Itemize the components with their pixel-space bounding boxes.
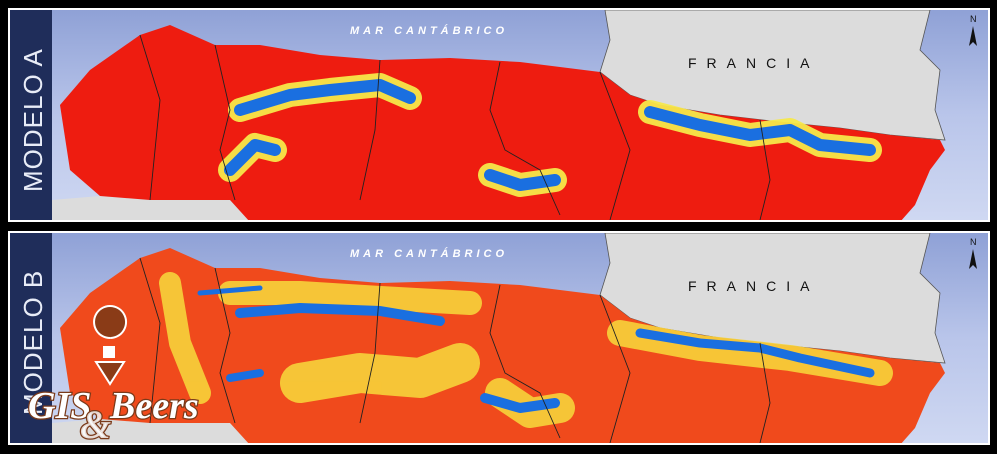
panel-b: MAR CANTÁBRICO FRANCIA N MODELO B — [8, 231, 990, 445]
snow-zones — [218, 73, 882, 197]
label-strip — [10, 10, 52, 220]
logo-ampersand: & — [80, 402, 111, 447]
country-label: FRANCIA — [688, 55, 819, 71]
sea-label: MAR CANTÁBRICO — [350, 24, 508, 37]
north-label: N — [970, 237, 977, 247]
country-label: FRANCIA — [688, 278, 819, 294]
panel-label: MODELO A — [18, 48, 48, 192]
north-arrow — [969, 249, 977, 269]
logo-text: GIS — [28, 385, 91, 427]
logo-text: Beers — [109, 385, 199, 427]
snow-zones — [159, 272, 893, 428]
north-label: N — [970, 14, 977, 24]
sea-label: MAR CANTÁBRICO — [350, 247, 508, 260]
panel-a: MAR CANTÁBRICO FRANCIA N MODELO A — [8, 8, 990, 222]
panel-label: MODELO B — [18, 270, 48, 415]
north-arrow — [969, 26, 977, 46]
label-strip — [10, 233, 52, 443]
logo-mug — [103, 346, 115, 358]
logo: GIS & Beers — [27, 305, 200, 448]
logo-pin — [93, 305, 128, 386]
